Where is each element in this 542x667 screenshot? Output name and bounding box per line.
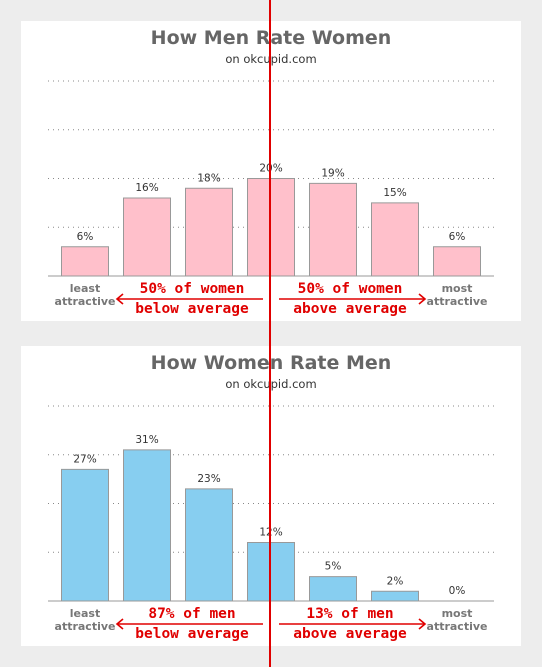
category-label: attractive <box>427 620 488 633</box>
data-label: 0% <box>449 585 466 597</box>
category-label: most <box>442 607 473 620</box>
category-label: least <box>70 282 100 295</box>
bar <box>185 488 233 602</box>
annotation-below-average: 87% of men <box>148 606 235 622</box>
bar <box>247 178 295 277</box>
bar <box>123 197 171 277</box>
bar <box>433 246 481 277</box>
bar-chart-women-rate-men: 27%leastattractive31%23%12%5%2%0%mostatt… <box>48 405 494 642</box>
annotation-above-average: above average <box>293 301 407 317</box>
data-label: 6% <box>77 231 94 243</box>
data-label: 6% <box>449 231 466 243</box>
data-label: 5% <box>325 561 342 573</box>
category-label: attractive <box>427 295 488 308</box>
bar <box>185 187 233 277</box>
data-label: 15% <box>383 187 406 199</box>
chart-subtitle: on okcupid.com <box>225 377 317 391</box>
category-label: most <box>442 282 473 295</box>
bar <box>309 182 357 277</box>
bar <box>61 468 109 602</box>
arrow-right-icon <box>418 293 427 305</box>
annotation-above-average: 13% of men <box>306 606 393 622</box>
annotation-above-average: above average <box>293 626 407 642</box>
data-label: 12% <box>259 527 282 539</box>
chart-panel-women-rate-men: How Women Rate Men on okcupid.com 27% lea… <box>21 346 521 646</box>
bar <box>123 449 171 602</box>
bar <box>247 542 295 602</box>
category-label: attractive <box>55 620 116 633</box>
median-divider-line <box>269 0 271 667</box>
chart-panel-men-rate-women: How Men Rate Women on okcupid.com 6% leas… <box>21 21 521 321</box>
data-label: 2% <box>387 575 404 587</box>
bar <box>309 576 357 602</box>
data-label: 18% <box>197 172 220 184</box>
bar <box>61 246 109 277</box>
arrow-left-icon <box>115 293 124 305</box>
arrow-right-icon <box>418 618 427 630</box>
annotation-below-average: 50% of women <box>140 281 245 297</box>
data-label: 27% <box>73 453 96 465</box>
category-label: least <box>70 607 100 620</box>
category-label: attractive <box>55 295 116 308</box>
data-label: 31% <box>135 434 158 446</box>
bar <box>371 202 419 277</box>
data-label: 20% <box>259 163 282 175</box>
annotation-below-average: below average <box>135 626 249 642</box>
data-label: 23% <box>197 473 220 485</box>
chart-subtitle: on okcupid.com <box>225 52 317 66</box>
arrow-left-icon <box>115 618 124 630</box>
annotation-below-average: below average <box>135 301 249 317</box>
bar <box>371 590 419 602</box>
data-label: 16% <box>135 182 158 194</box>
data-label: 19% <box>321 167 344 179</box>
annotation-above-average: 50% of women <box>298 281 403 297</box>
